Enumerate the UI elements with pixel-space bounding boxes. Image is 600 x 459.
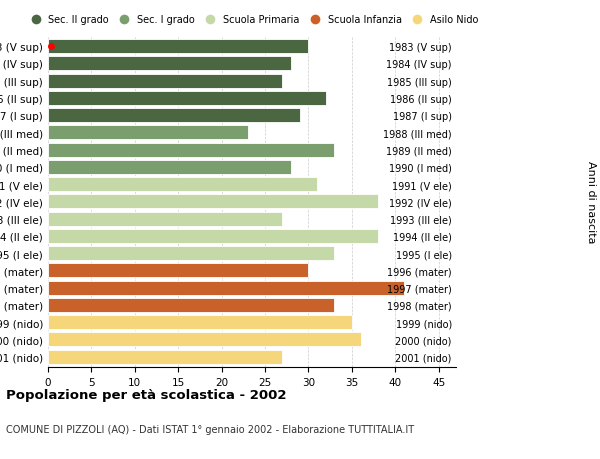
Text: Popolazione per età scolastica - 2002: Popolazione per età scolastica - 2002	[6, 388, 287, 401]
Bar	[48, 333, 361, 347]
Bar	[48, 298, 334, 312]
Bar	[48, 230, 378, 243]
Bar	[48, 350, 283, 364]
Bar	[48, 109, 300, 123]
Legend: Sec. II grado, Sec. I grado, Scuola Primaria, Scuola Infanzia, Asilo Nido: Sec. II grado, Sec. I grado, Scuola Prim…	[26, 15, 478, 25]
Bar	[48, 195, 378, 209]
Bar	[48, 126, 248, 140]
Text: Anni di nascita: Anni di nascita	[586, 161, 596, 243]
Bar	[48, 92, 326, 106]
Bar	[48, 143, 334, 157]
Bar	[48, 246, 334, 261]
Bar	[48, 281, 404, 295]
Bar	[48, 264, 308, 278]
Bar	[48, 161, 291, 174]
Bar	[48, 178, 317, 192]
Text: COMUNE DI PIZZOLI (AQ) - Dati ISTAT 1° gennaio 2002 - Elaborazione TUTTITALIA.IT: COMUNE DI PIZZOLI (AQ) - Dati ISTAT 1° g…	[6, 425, 414, 435]
Bar	[48, 315, 352, 330]
Bar	[48, 40, 308, 54]
Bar	[48, 57, 291, 71]
Bar	[48, 212, 283, 226]
Bar	[48, 74, 283, 89]
